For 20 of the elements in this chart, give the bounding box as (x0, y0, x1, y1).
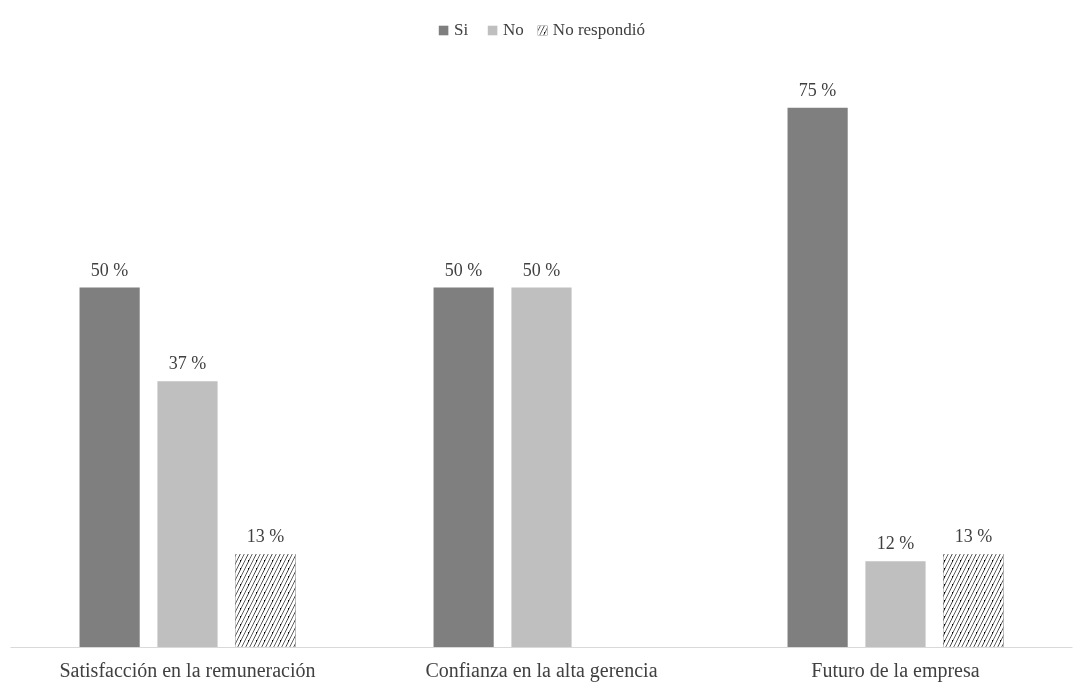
data-label: 50 % (444, 259, 483, 280)
bar (787, 107, 848, 648)
legend-label: No respondió (552, 20, 645, 40)
x-tick-label: Satisfacción en la remuneración (59, 658, 316, 681)
data-label: 13 % (246, 525, 285, 546)
bar (79, 287, 140, 648)
data-label: 50 % (90, 259, 129, 280)
bar (157, 381, 218, 648)
data-label: 12 % (876, 533, 915, 554)
data-label: 13 % (954, 525, 993, 546)
x-tick-label: Confianza en la alta gerencia (425, 658, 658, 682)
data-label: 50 % (522, 259, 561, 280)
data-label: 75 % (798, 79, 837, 100)
bar (865, 561, 926, 648)
bar (433, 287, 494, 648)
legend-label: No (503, 20, 524, 40)
bar (511, 287, 572, 648)
x-tick-label: Futuro de la empresa (811, 658, 980, 682)
legend-label: Si (454, 20, 470, 40)
data-label: 37 % (168, 353, 207, 374)
